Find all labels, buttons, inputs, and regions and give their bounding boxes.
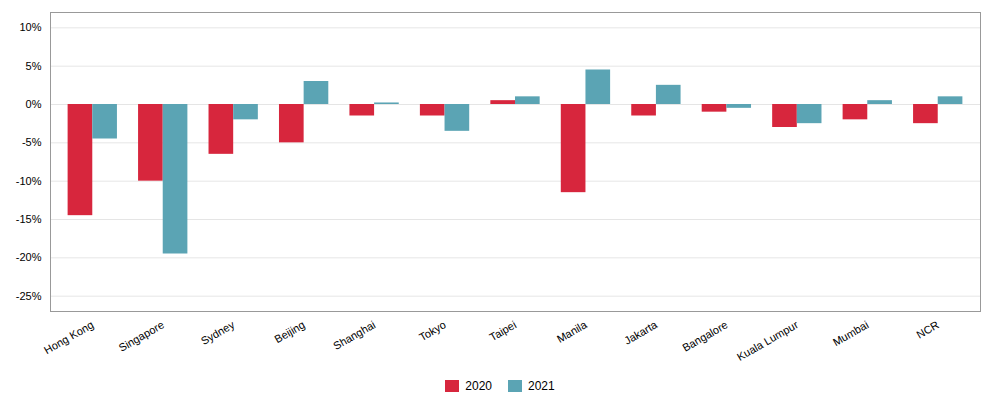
svg-text:Bangalore: Bangalore	[680, 318, 729, 353]
svg-text:Singapore: Singapore	[117, 318, 166, 353]
svg-text:Taipei: Taipei	[487, 318, 518, 343]
svg-text:10%: 10%	[19, 21, 41, 33]
svg-text:Mumbai: Mumbai	[831, 318, 871, 348]
svg-text:-20%: -20%	[16, 251, 42, 263]
svg-text:Tokyo: Tokyo	[417, 318, 448, 343]
svg-text:5%: 5%	[26, 60, 42, 72]
svg-text:-25%: -25%	[16, 290, 42, 302]
svg-text:-15%: -15%	[16, 213, 42, 225]
svg-text:-10%: -10%	[16, 175, 42, 187]
html-text:2020: 2020	[465, 379, 492, 393]
svg-text:Hong Kong: Hong Kong	[42, 318, 96, 356]
svg-text:Sydney: Sydney	[199, 318, 237, 347]
svg-text:Manila: Manila	[555, 318, 590, 345]
svg-text:Jakarta: Jakarta	[622, 318, 660, 347]
svg-text:NCR: NCR	[914, 318, 941, 340]
svg-text:-5%: -5%	[22, 136, 42, 148]
svg-text:Beijing: Beijing	[272, 318, 307, 345]
svg-text:Kuala Lumpur: Kuala Lumpur	[735, 318, 801, 363]
svg-text:Shanghai: Shanghai	[331, 318, 377, 352]
html-text:2021: 2021	[528, 379, 555, 393]
svg-text:0%: 0%	[26, 98, 42, 110]
